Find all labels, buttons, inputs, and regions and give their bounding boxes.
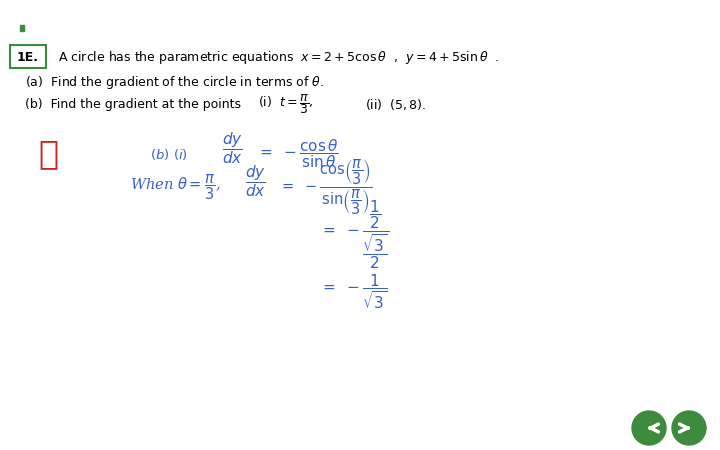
Circle shape bbox=[632, 411, 666, 445]
Text: Differentiating Parametric Equations | Example-Problem Pairs: Differentiating Parametric Equations | E… bbox=[120, 10, 559, 23]
Text: $\dfrac{dy}{dx}$: $\dfrac{dy}{dx}$ bbox=[222, 130, 243, 166]
Text: $\dfrac{dy}{dx}$: $\dfrac{dy}{dx}$ bbox=[245, 163, 266, 199]
Circle shape bbox=[672, 411, 706, 445]
Text: $= \ -\dfrac{\cos\theta}{\sin\theta}$: $= \ -\dfrac{\cos\theta}{\sin\theta}$ bbox=[257, 138, 339, 171]
Text: 13/12/2021: 13/12/2021 bbox=[545, 10, 617, 23]
Text: 16: 16 bbox=[688, 8, 712, 26]
Text: A circle has the parametric equations  $x = 2 + 5\cos\theta$  ,  $y = 4 + 5\sin\: A circle has the parametric equations $x… bbox=[58, 49, 500, 66]
Text: (ii)  $(5, 8)$.: (ii) $(5, 8)$. bbox=[365, 97, 426, 112]
Text: (i)  $t = \dfrac{\pi}{3}$,: (i) $t = \dfrac{\pi}{3}$, bbox=[258, 92, 314, 116]
Text: $= \ -\dfrac{\dfrac{1}{2}}{\dfrac{\sqrt{3}}{2}}$: $= \ -\dfrac{\dfrac{1}{2}}{\dfrac{\sqrt{… bbox=[320, 199, 390, 271]
Text: $= \ -\dfrac{1}{\sqrt{3}}$: $= \ -\dfrac{1}{\sqrt{3}}$ bbox=[320, 273, 387, 311]
Text: (a)  Find the gradient of the circle in terms of $\theta$.: (a) Find the gradient of the circle in t… bbox=[25, 74, 324, 90]
Text: When $\theta = \dfrac{\pi}{3}$,: When $\theta = \dfrac{\pi}{3}$, bbox=[130, 172, 221, 202]
FancyBboxPatch shape bbox=[10, 45, 46, 68]
Polygon shape bbox=[17, 22, 28, 31]
Polygon shape bbox=[20, 25, 24, 31]
Text: 👉: 👉 bbox=[38, 138, 58, 171]
Text: $= \ -\dfrac{\cos\!\left(\dfrac{\pi}{3}\right)}{\sin\!\left(\dfrac{\pi}{3}\right: $= \ -\dfrac{\cos\!\left(\dfrac{\pi}{3}\… bbox=[279, 157, 373, 217]
Polygon shape bbox=[15, 6, 30, 22]
Text: (b)  Find the gradient at the points: (b) Find the gradient at the points bbox=[25, 98, 241, 111]
Text: 1E.: 1E. bbox=[17, 50, 39, 63]
Text: $(b)\ (i)$: $(b)\ (i)$ bbox=[150, 147, 188, 162]
